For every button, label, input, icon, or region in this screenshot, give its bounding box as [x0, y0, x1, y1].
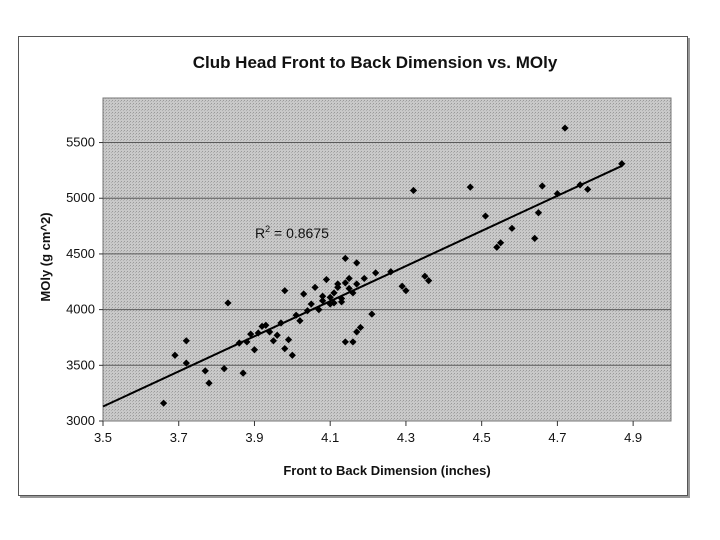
- r-squared-value: = 0.8675: [270, 225, 329, 241]
- scatter-chart: Club Head Front to Back Dimension vs. MO…: [19, 37, 687, 495]
- y-axis-title: MOly (g cm^2): [38, 212, 53, 301]
- y-tick-label: 5000: [66, 190, 95, 205]
- chart-frame: Club Head Front to Back Dimension vs. MO…: [18, 36, 688, 496]
- x-tick-label: 4.5: [473, 430, 491, 445]
- y-tick-label: 4500: [66, 246, 95, 261]
- y-tick-label: 5500: [66, 135, 95, 150]
- y-tick-label: 4000: [66, 302, 95, 317]
- chart-title: Club Head Front to Back Dimension vs. MO…: [193, 53, 558, 72]
- x-tick-label: 4.3: [397, 430, 415, 445]
- x-axis-title: Front to Back Dimension (inches): [283, 463, 490, 478]
- x-tick-label: 3.5: [94, 430, 112, 445]
- x-tick-label: 4.9: [624, 430, 642, 445]
- y-tick-label: 3000: [66, 413, 95, 428]
- x-tick-label: 4.1: [321, 430, 339, 445]
- y-axis-ticks: 3000 3500 4000 4500 5000 5500: [66, 135, 103, 428]
- r-squared-label: R: [255, 225, 265, 241]
- x-axis-ticks: 3.5 3.7 3.9 4.1 4.3 4.5 4.7 4.9: [94, 421, 642, 445]
- x-tick-label: 3.7: [170, 430, 188, 445]
- x-tick-label: 4.7: [548, 430, 566, 445]
- x-tick-label: 3.9: [245, 430, 263, 445]
- plot-area: [103, 98, 671, 421]
- y-tick-label: 3500: [66, 357, 95, 372]
